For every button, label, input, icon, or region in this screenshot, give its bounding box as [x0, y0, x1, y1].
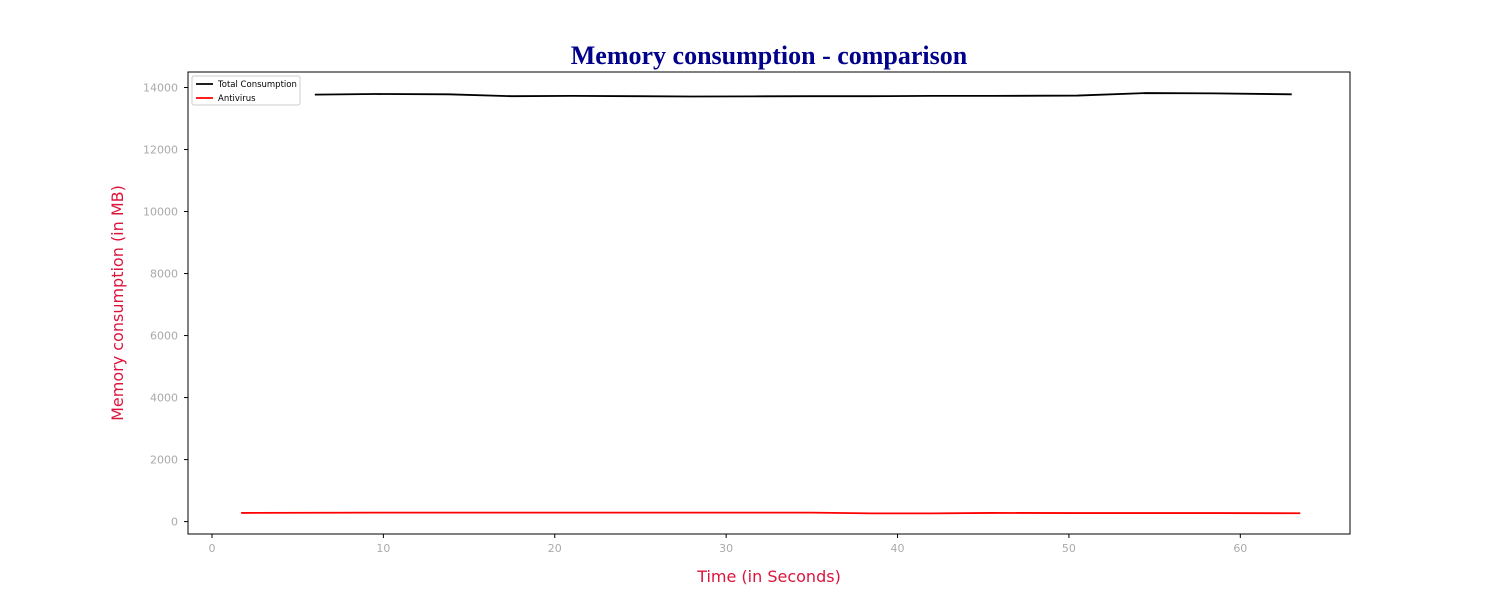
legend-box [191, 75, 301, 106]
plot-area-frame [187, 71, 1351, 535]
x-tick-label: 10 [376, 542, 390, 555]
chart-title: Memory consumption - comparison [571, 41, 968, 70]
x-tick-label: 40 [891, 542, 905, 555]
y-axis-ticks: 0 2000 4000 6000 8000 10000 12000 14000 [143, 82, 188, 529]
x-tick-label: 20 [548, 542, 562, 555]
y-tick-label: 14000 [143, 82, 178, 95]
y-axis-label: Memory consumption (in MB) [108, 185, 127, 421]
y-tick-label: 12000 [143, 144, 178, 157]
x-tick-label: 50 [1062, 542, 1076, 555]
y-tick-label: 2000 [150, 454, 178, 467]
x-axis-label: Time (in Seconds) [696, 567, 841, 586]
y-tick-label: 4000 [150, 392, 178, 405]
chart-legend: Total Consumption Antivirus [191, 75, 301, 106]
y-tick-label: 8000 [150, 268, 178, 281]
legend-entries: Total Consumption Antivirus [196, 80, 297, 104]
x-tick-label: 60 [1233, 542, 1247, 555]
legend-label: Antivirus [218, 94, 256, 104]
series-line-antivirus [241, 511, 1301, 515]
x-tick-label: 30 [719, 542, 733, 555]
y-tick-label: 0 [171, 516, 178, 529]
x-tick-label: 0 [208, 542, 215, 555]
x-axis-ticks: 0 10 20 30 40 50 60 [208, 534, 1247, 555]
y-tick-label: 6000 [150, 330, 178, 343]
legend-label: Total Consumption [217, 80, 297, 90]
series-layer [241, 92, 1301, 515]
y-tick-label: 10000 [143, 206, 178, 219]
series-line-total-consumption [314, 92, 1292, 98]
